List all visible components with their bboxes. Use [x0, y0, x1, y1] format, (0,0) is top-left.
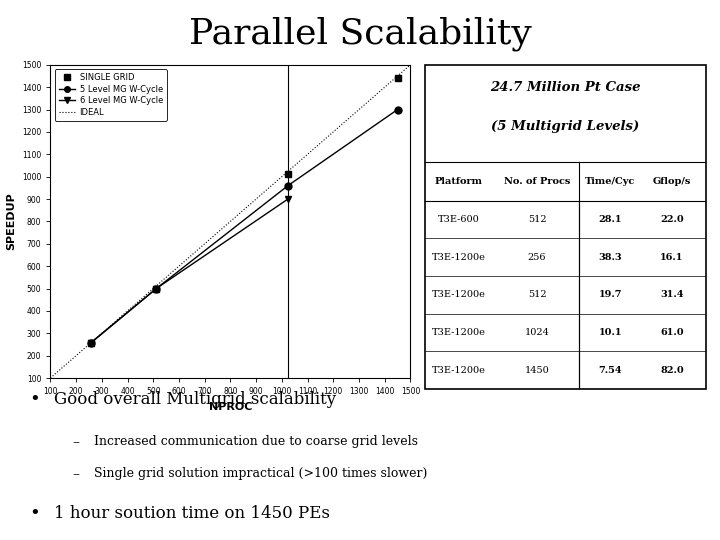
- 5 Level MG W-Cycle: [393, 106, 402, 113]
- Line: SINGLE GRID: SINGLE GRID: [88, 76, 400, 346]
- Text: 82.0: 82.0: [660, 366, 684, 375]
- Text: 31.4: 31.4: [660, 291, 684, 299]
- 6 Level MG W-Cycle: [284, 196, 292, 202]
- Line: 5 Level MG W-Cycle: 5 Level MG W-Cycle: [87, 106, 401, 347]
- Text: 61.0: 61.0: [660, 328, 684, 337]
- Text: 1 hour soution time on 1450 PEs: 1 hour soution time on 1450 PEs: [54, 505, 330, 522]
- Text: •: •: [29, 505, 40, 523]
- 5 Level MG W-Cycle: [86, 340, 95, 346]
- Text: 38.3: 38.3: [598, 253, 622, 262]
- Text: 7.54: 7.54: [598, 366, 622, 375]
- Text: 512: 512: [528, 291, 546, 299]
- Text: –: –: [72, 435, 79, 449]
- Text: 16.1: 16.1: [660, 253, 683, 262]
- Text: T3E-1200e: T3E-1200e: [431, 253, 485, 262]
- Text: 28.1: 28.1: [598, 215, 622, 224]
- Text: Single grid solution impractical (>100 times slower): Single grid solution impractical (>100 t…: [94, 467, 427, 480]
- Text: Parallel Scalability: Parallel Scalability: [189, 16, 531, 51]
- Text: 24.7 Million Pt Case: 24.7 Million Pt Case: [490, 81, 641, 94]
- Text: Good overall Multigrid scalability: Good overall Multigrid scalability: [54, 392, 336, 408]
- SINGLE GRID: [284, 171, 292, 178]
- Text: T3E-1200e: T3E-1200e: [431, 366, 485, 375]
- Text: 1024: 1024: [525, 328, 549, 337]
- Text: •: •: [29, 392, 40, 409]
- Legend: SINGLE GRID, 5 Level MG W-Cycle, 6 Level MG W-Cycle, IDEAL: SINGLE GRID, 5 Level MG W-Cycle, 6 Level…: [55, 69, 167, 121]
- 6 Level MG W-Cycle: [152, 285, 161, 292]
- Text: T3E-600: T3E-600: [438, 215, 480, 224]
- Text: Time/Cyc: Time/Cyc: [585, 177, 635, 186]
- Text: Increased communication due to coarse grid levels: Increased communication due to coarse gr…: [94, 435, 418, 448]
- SINGLE GRID: [393, 75, 402, 82]
- Y-axis label: SPEEDUP: SPEEDUP: [6, 193, 17, 250]
- Text: 10.1: 10.1: [598, 328, 622, 337]
- Text: –: –: [72, 467, 79, 481]
- 6 Level MG W-Cycle: [86, 340, 95, 346]
- Text: (5 Multigrid Levels): (5 Multigrid Levels): [491, 120, 639, 133]
- Text: 19.7: 19.7: [598, 291, 622, 299]
- FancyBboxPatch shape: [425, 65, 706, 389]
- SINGLE GRID: [152, 285, 161, 292]
- 5 Level MG W-Cycle: [284, 183, 292, 189]
- Text: T3E-1200e: T3E-1200e: [431, 291, 485, 299]
- Text: No. of Procs: No. of Procs: [504, 177, 570, 186]
- Text: 512: 512: [528, 215, 546, 224]
- 5 Level MG W-Cycle: [152, 285, 161, 292]
- Text: Gflop/s: Gflop/s: [653, 177, 691, 186]
- Text: 1450: 1450: [525, 366, 549, 375]
- SINGLE GRID: [86, 340, 95, 346]
- Line: 6 Level MG W-Cycle: 6 Level MG W-Cycle: [87, 195, 292, 347]
- Text: T3E-1200e: T3E-1200e: [431, 328, 485, 337]
- Text: Platform: Platform: [434, 177, 482, 186]
- Text: 256: 256: [528, 253, 546, 262]
- X-axis label: NPROC: NPROC: [209, 402, 252, 411]
- Text: 22.0: 22.0: [660, 215, 684, 224]
